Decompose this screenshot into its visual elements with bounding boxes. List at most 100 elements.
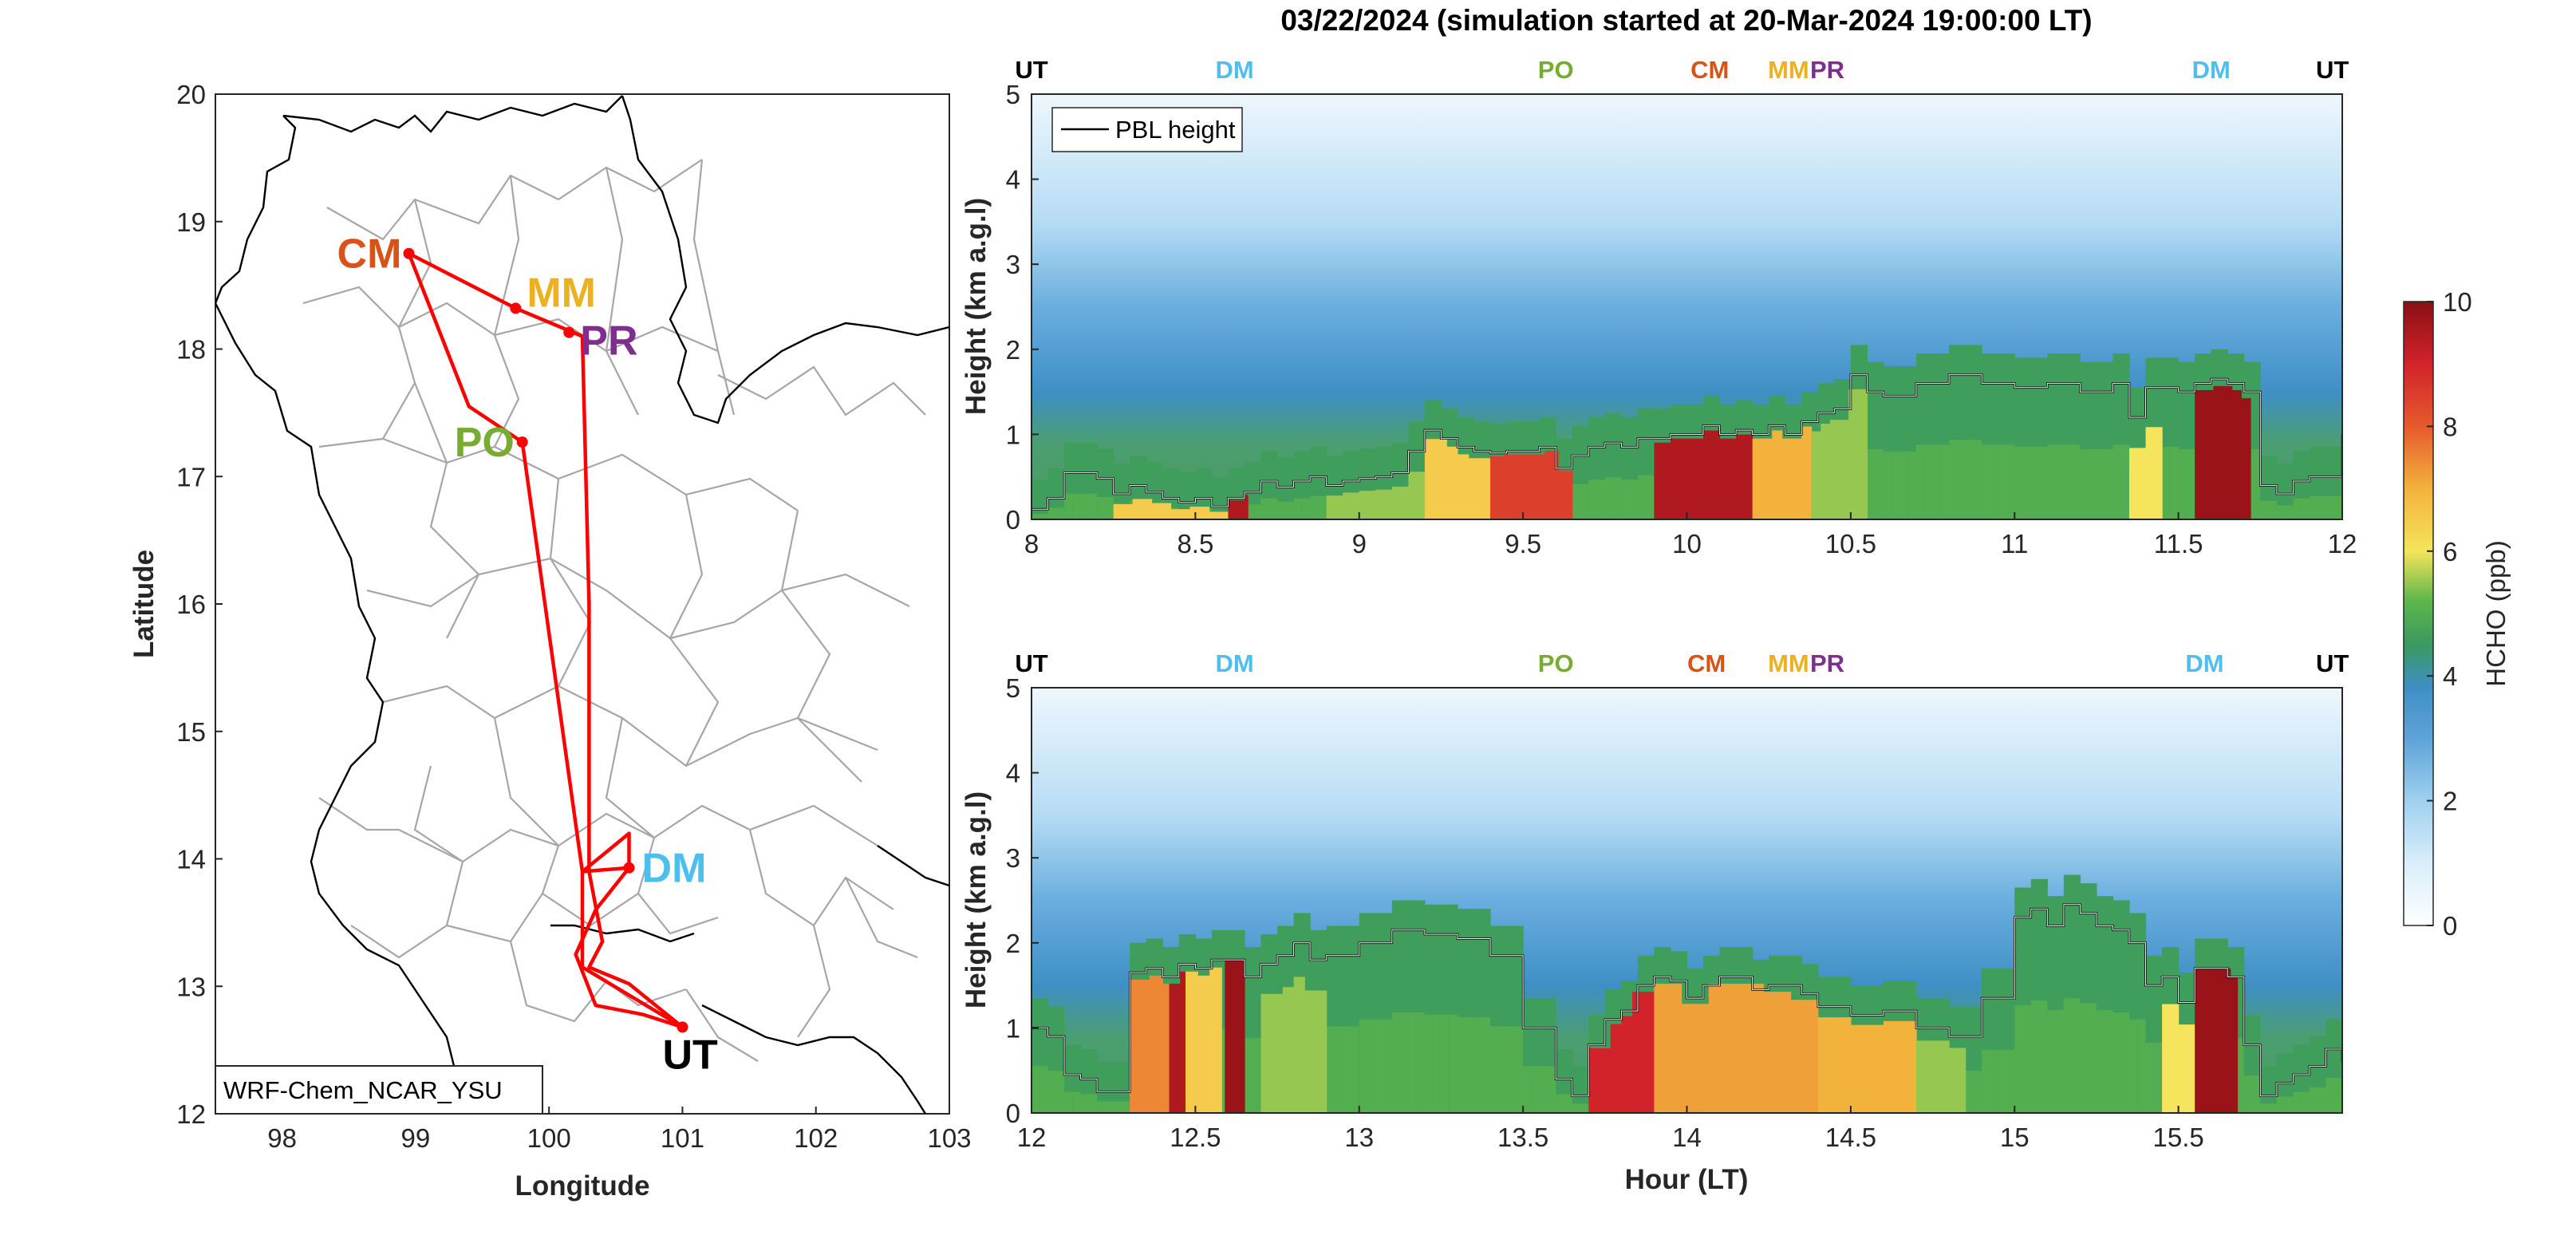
- hcho-band: [1446, 446, 1458, 519]
- hcho-cell: [1326, 456, 1335, 519]
- colorbar-gradient: [2403, 301, 2434, 926]
- hcho-cell: [1260, 451, 1270, 519]
- y-tick-label: 5: [1006, 80, 1020, 109]
- map-x-label: Longitude: [515, 1170, 649, 1202]
- hcho-cell: [1990, 1049, 1999, 1113]
- hcho-band: [1209, 511, 1229, 519]
- hcho-cell: [1604, 477, 1614, 519]
- hcho-band: [1839, 420, 1849, 519]
- hcho-cell: [1637, 475, 1647, 519]
- hcho-cell: [1088, 443, 1098, 519]
- hcho-band: [1932, 1040, 1942, 1113]
- hcho-band: [1424, 439, 1437, 519]
- hcho-band: [2223, 385, 2233, 519]
- hcho-cell: [1080, 493, 1090, 519]
- hcho-band: [1241, 960, 1245, 1113]
- hcho-cell: [2145, 1043, 2155, 1113]
- map-x-tick-label: 102: [794, 1123, 838, 1153]
- hcho-cell: [1351, 925, 1360, 1113]
- hcho-band: [1162, 983, 1170, 1113]
- hcho-cell: [1441, 904, 1450, 1113]
- hcho-cell: [1088, 1094, 1098, 1113]
- hcho-cell: [1588, 417, 1598, 519]
- hcho-cell: [2039, 357, 2048, 519]
- hcho-cell: [2105, 896, 2114, 1113]
- hcho-cell: [1032, 479, 1040, 519]
- hcho-cell: [1580, 484, 1589, 519]
- hcho-cell: [1178, 472, 1188, 519]
- hcho-cell: [1867, 449, 1876, 519]
- hcho-cell: [1580, 425, 1589, 519]
- site-point-cm: [403, 247, 415, 259]
- hcho-band: [1848, 389, 1859, 519]
- site-point-pr: [563, 326, 575, 338]
- hcho-cell: [1220, 929, 1229, 1113]
- hcho-cell: [1646, 408, 1655, 519]
- hcho-cell: [2088, 883, 2097, 1113]
- country-outline: [215, 95, 949, 1114]
- hcho-cell: [2285, 1096, 2294, 1113]
- hcho-cell: [1072, 1044, 1082, 1113]
- hcho-cell: [1481, 1016, 1491, 1113]
- hcho-cell: [2039, 447, 2048, 519]
- hcho-cell: [1097, 496, 1107, 519]
- hcho-cell: [1506, 1026, 1516, 1113]
- hcho-cell: [1383, 447, 1393, 519]
- hcho-cell: [1621, 417, 1631, 519]
- hcho-cell: [2153, 1043, 2163, 1113]
- hcho-cell: [1301, 451, 1311, 519]
- hcho-cell: [1457, 1016, 1466, 1113]
- hcho-cell: [1416, 900, 1426, 1113]
- hcho-cell: [1220, 476, 1229, 519]
- hcho-cell: [2276, 1096, 2286, 1113]
- hcho-band: [1180, 971, 1184, 1113]
- site-label-dm: DM: [642, 846, 707, 892]
- hcho-band: [1544, 450, 1560, 519]
- hcho-cell: [2080, 361, 2089, 519]
- hcho-cell: [1416, 421, 1426, 519]
- site-marker-dm: DM: [2185, 649, 2223, 677]
- hcho-cell: [2318, 1087, 2327, 1113]
- hcho-band: [1209, 967, 1217, 1113]
- figure-title: 03/22/2024 (simulation started at 20-Mar…: [1280, 4, 2092, 37]
- hcho-cell: [1039, 1066, 1049, 1113]
- hcho-cell: [2022, 357, 2032, 519]
- map-x-tick-label: 101: [661, 1123, 704, 1153]
- hcho-cell: [2333, 447, 2342, 519]
- hcho-cell: [1449, 1014, 1458, 1113]
- hcho-band: [1772, 430, 1783, 519]
- hcho-cell: [1105, 448, 1114, 519]
- y-tick-label: 3: [1006, 843, 1020, 873]
- hcho-band: [1228, 960, 1233, 1113]
- hcho-band: [1293, 977, 1305, 1113]
- hcho-cell: [1547, 998, 1556, 1113]
- hcho-cell: [1613, 477, 1622, 519]
- x-tick-label: 8: [1024, 529, 1039, 558]
- hcho-cell: [1564, 1094, 1573, 1113]
- hcho-band: [1225, 960, 1229, 1113]
- site-label-cm: CM: [337, 231, 402, 278]
- hcho-cell: [1883, 366, 1892, 519]
- map-y-tick-label: 14: [176, 845, 206, 874]
- hcho-cell: [1907, 451, 1917, 519]
- hcho-band: [1703, 430, 1721, 519]
- colorbar-ticks: 0 2 4 6 8 10: [2427, 287, 2472, 941]
- hcho-cell: [1965, 1071, 1974, 1113]
- hcho-cell: [2055, 444, 2065, 519]
- hcho-cell: [2268, 456, 2278, 519]
- hcho-band: [2195, 968, 2203, 1113]
- hcho-cell: [1032, 513, 1040, 519]
- hcho-cell: [2301, 1091, 2310, 1113]
- hcho-cell: [1973, 1071, 1982, 1113]
- hcho-cell: [1326, 1026, 1335, 1113]
- hcho-cell: [2022, 447, 2032, 519]
- hcho-cell: [2178, 449, 2187, 519]
- hcho-cell: [1244, 462, 1253, 519]
- hcho-band: [1621, 1016, 1633, 1113]
- hcho-cell: [2276, 505, 2286, 519]
- hcho-band: [2183, 1024, 2190, 1113]
- hcho-cell: [1596, 479, 1606, 519]
- hcho-cell: [1301, 498, 1311, 519]
- hcho-cell: [1907, 366, 1917, 519]
